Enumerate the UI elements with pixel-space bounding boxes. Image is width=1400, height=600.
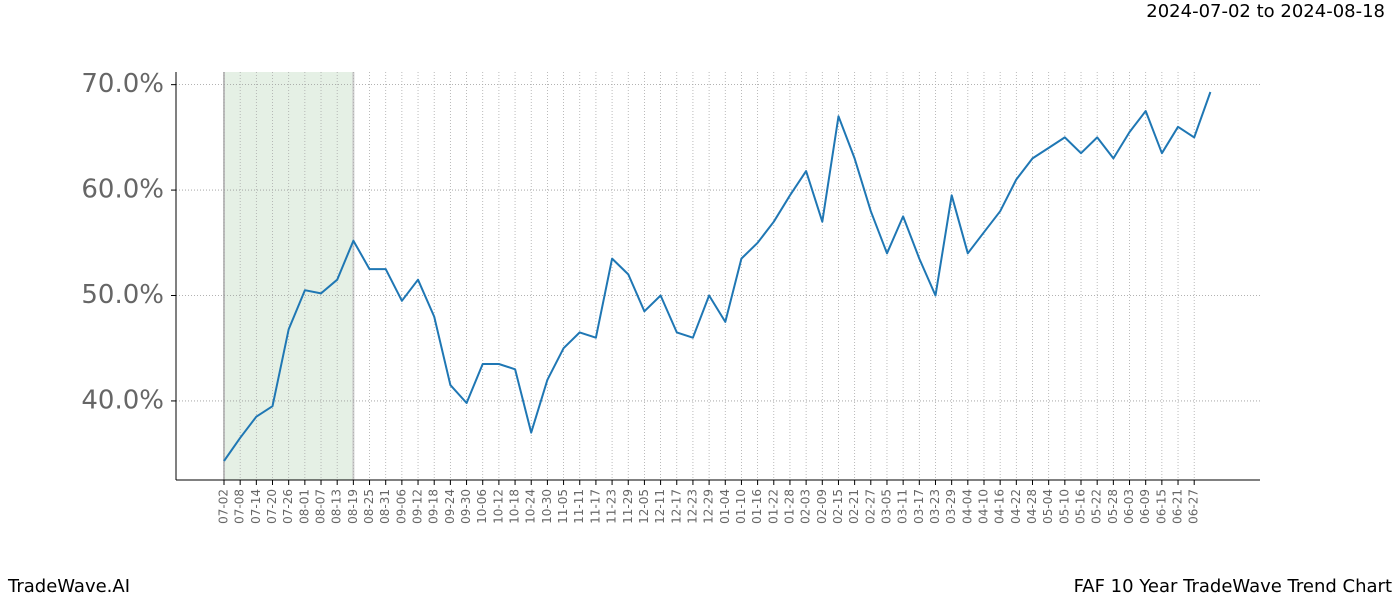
x-tick-label: 08-01 <box>297 489 311 524</box>
x-tick-label: 04-28 <box>1025 489 1039 524</box>
x-tick-label: 11-23 <box>605 489 619 524</box>
x-tick-label: 04-22 <box>1009 489 1023 524</box>
x-tick-label: 10-24 <box>524 489 538 524</box>
x-tick-label: 12-23 <box>685 489 699 524</box>
x-tick-label: 07-14 <box>249 489 263 524</box>
x-tick-label: 06-21 <box>1171 489 1185 524</box>
x-tick-label: 04-16 <box>993 489 1007 524</box>
x-tick-label: 03-11 <box>896 489 910 524</box>
x-tick-label: 11-11 <box>572 489 586 524</box>
x-tick-label: 07-02 <box>217 489 231 524</box>
x-tick-label: 10-12 <box>491 489 505 524</box>
x-tick-label: 05-22 <box>1090 489 1104 524</box>
x-tick-label: 08-25 <box>362 489 376 524</box>
y-tick-label: 70.0% <box>81 69 164 99</box>
watermark: TradeWave.AI <box>7 576 130 597</box>
x-tick-label: 12-11 <box>653 489 667 524</box>
x-tick-label: 09-06 <box>394 489 408 524</box>
chart-title: FAF 10 Year TradeWave Trend Chart <box>1074 576 1392 597</box>
x-tick-label: 01-04 <box>718 489 732 524</box>
x-tick-label: 02-03 <box>799 489 813 524</box>
y-tick-label: 40.0% <box>81 385 164 415</box>
x-tick-label: 04-10 <box>976 489 990 524</box>
x-tick-label: 09-18 <box>427 489 441 524</box>
x-tick-label: 01-16 <box>750 489 764 524</box>
x-tick-label: 10-18 <box>508 489 522 524</box>
x-tick-label: 05-16 <box>1074 489 1088 524</box>
x-tick-label: 08-13 <box>330 489 344 524</box>
x-tick-label: 09-12 <box>411 489 425 524</box>
y-tick-label: 60.0% <box>81 175 164 205</box>
x-tick-label: 11-29 <box>621 489 635 524</box>
x-tick-label: 10-30 <box>540 489 554 524</box>
x-tick-label: 12-17 <box>669 489 683 524</box>
x-tick-label: 02-15 <box>831 489 845 524</box>
x-tick-label: 09-24 <box>443 489 457 524</box>
x-tick-label: 02-21 <box>847 489 861 524</box>
x-tick-label: 05-10 <box>1057 489 1071 524</box>
x-tick-label: 06-27 <box>1187 489 1201 524</box>
x-tick-label: 08-07 <box>314 489 328 524</box>
x-tick-label: 08-19 <box>346 489 360 524</box>
x-tick-label: 07-08 <box>233 489 247 524</box>
x-tick-label: 01-28 <box>782 489 796 524</box>
trend-line <box>223 91 1212 462</box>
x-tick-label: 12-05 <box>637 489 651 524</box>
x-tick-label: 06-09 <box>1138 489 1152 524</box>
x-tick-label: 10-06 <box>475 489 489 524</box>
x-tick-label: 03-05 <box>879 489 893 524</box>
x-tick-label: 08-31 <box>378 489 392 524</box>
x-tick-label: 06-15 <box>1154 489 1168 524</box>
x-tick-label: 09-30 <box>459 489 473 524</box>
x-tick-label: 12-29 <box>702 489 716 524</box>
x-tick-label: 06-03 <box>1122 489 1136 524</box>
x-tick-label: 07-20 <box>265 489 279 524</box>
x-tick-label: 05-28 <box>1106 489 1120 524</box>
chart-subtitle: 2024-07-02 to 2024-08-18 <box>1146 1 1385 22</box>
x-tick-label: 04-04 <box>960 489 974 524</box>
x-tick-label: 03-23 <box>928 489 942 524</box>
x-tick-label: 07-26 <box>281 489 295 524</box>
x-tick-label: 03-29 <box>944 489 958 524</box>
x-tick-label: 03-17 <box>912 489 926 524</box>
x-tick-label: 11-17 <box>588 489 602 524</box>
x-tick-label: 02-27 <box>863 489 877 524</box>
x-tick-label: 02-09 <box>815 489 829 524</box>
y-tick-label: 50.0% <box>81 280 164 310</box>
x-tick-label: 01-10 <box>734 489 748 524</box>
x-tick-label: 11-05 <box>556 489 570 524</box>
x-tick-label: 01-22 <box>766 489 780 524</box>
x-tick-label: 05-04 <box>1041 489 1055 524</box>
